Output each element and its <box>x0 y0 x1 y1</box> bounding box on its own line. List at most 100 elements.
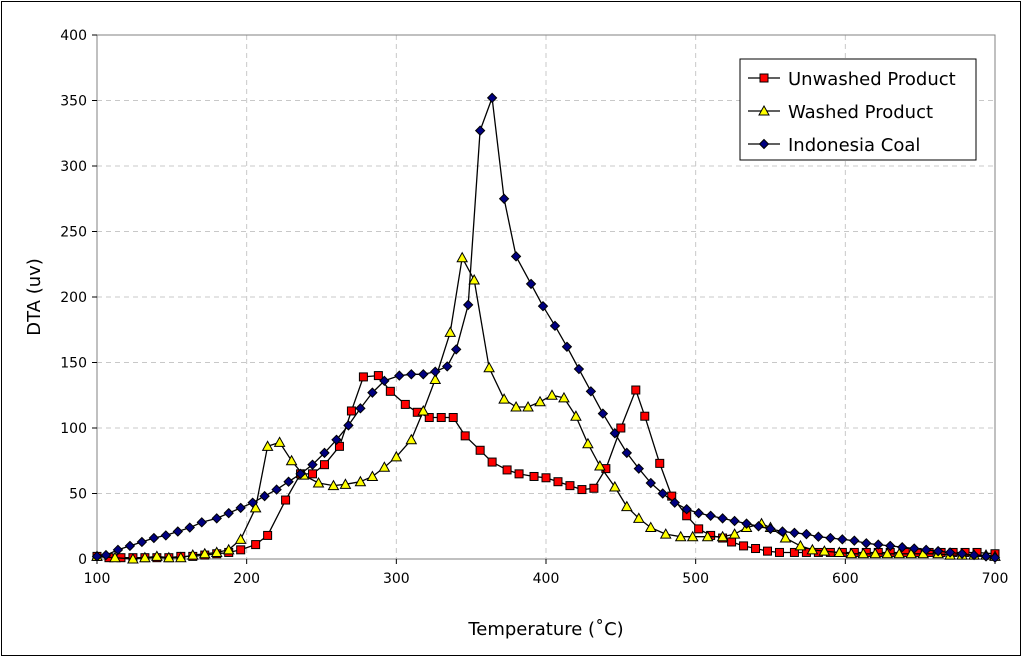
data-point-diamond <box>573 363 585 375</box>
data-point-diamond <box>112 544 124 556</box>
data-point-square <box>759 73 769 83</box>
data-point-diamond <box>837 534 848 545</box>
data-point-diamond <box>801 528 812 540</box>
data-point-diamond <box>343 420 354 431</box>
data-point-diamond <box>549 320 561 332</box>
data-point-square <box>281 495 291 505</box>
data-point-square <box>739 541 749 551</box>
data-point-diamond <box>585 386 597 397</box>
y-tick-label: 200 <box>60 290 87 306</box>
data-point-triangle <box>845 547 858 559</box>
data-point-square <box>694 524 704 534</box>
data-point-diamond <box>406 369 417 380</box>
data-point-diamond <box>319 447 330 459</box>
data-point-square <box>373 371 383 381</box>
data-point-triangle <box>174 551 187 563</box>
data-point-triangle <box>390 450 403 462</box>
series-indonesia-coal <box>91 92 1001 563</box>
data-point-triangle <box>249 501 262 513</box>
data-point-diamond <box>100 549 112 561</box>
legend-item: Indonesia Coal <box>748 135 920 156</box>
data-point-triangle <box>869 547 882 559</box>
x-tick-label: 600 <box>832 571 859 587</box>
data-point-diamond <box>932 545 944 557</box>
data-point-triangle <box>210 546 223 557</box>
data-point-triangle <box>261 440 274 451</box>
data-point-diamond <box>184 522 196 533</box>
data-point-diamond <box>537 300 549 312</box>
data-point-diamond <box>160 530 172 541</box>
data-point-diamond <box>597 408 609 419</box>
series-group <box>91 92 1001 564</box>
data-point-diamond <box>259 490 270 502</box>
data-point-square <box>541 473 551 483</box>
data-point-triangle <box>905 547 918 559</box>
data-point-diamond <box>669 497 680 508</box>
legend-label: Unwashed Product <box>788 69 956 90</box>
data-point-diamond <box>645 477 656 489</box>
data-point-square <box>565 481 575 491</box>
data-point-diamond <box>307 459 318 470</box>
data-point-diamond <box>681 504 692 515</box>
data-point-diamond <box>777 526 788 537</box>
data-point-diamond <box>418 369 429 380</box>
data-point-diamond <box>956 548 968 559</box>
data-point-triangle <box>794 539 807 551</box>
data-point-triangle <box>534 395 546 407</box>
data-point-triangle <box>806 543 819 555</box>
data-point-triangle <box>857 547 870 559</box>
data-point-square <box>385 386 395 396</box>
data-point-triangle <box>327 479 340 491</box>
data-point-square <box>616 423 626 433</box>
data-point-square <box>251 540 261 550</box>
y-tick-label: 150 <box>60 356 87 372</box>
data-point-triangle <box>483 361 495 373</box>
y-tick-label: 0 <box>78 552 87 568</box>
data-point-diamond <box>525 278 537 290</box>
data-point-triangle <box>779 532 792 543</box>
data-point-diamond <box>355 403 366 414</box>
data-point-diamond <box>849 535 860 546</box>
data-point-diamond <box>211 513 222 524</box>
data-point-triangle <box>151 550 163 561</box>
data-point-diamond <box>989 552 1001 563</box>
data-point-triangle <box>109 551 121 563</box>
data-point-diamond <box>462 299 474 311</box>
data-point-triangle <box>881 547 894 559</box>
y-axis-title: DTA (uv) <box>24 258 45 336</box>
data-point-triangle <box>273 436 286 447</box>
data-point-diamond <box>968 549 980 561</box>
data-point-triangle <box>234 533 247 544</box>
data-point-square <box>655 458 665 468</box>
data-point-diamond <box>609 428 621 439</box>
data-point-diamond <box>753 521 764 532</box>
data-point-square <box>346 406 356 416</box>
data-point-triangle <box>674 530 687 542</box>
data-point-square <box>763 546 773 556</box>
data-point-triangle <box>818 545 831 556</box>
data-point-triangle <box>498 393 510 404</box>
data-point-diamond <box>873 539 884 550</box>
data-point-triangle <box>716 530 729 542</box>
data-point-triangle <box>378 461 391 472</box>
data-point-triangle <box>546 389 558 400</box>
data-point-diamond <box>247 497 258 508</box>
data-point-square <box>319 460 329 470</box>
data-point-triangle <box>620 500 633 512</box>
x-tick-label: 700 <box>982 571 1009 587</box>
data-point-square <box>460 431 470 441</box>
data-point-diamond <box>196 517 207 528</box>
data-point-diamond <box>633 463 645 474</box>
data-point-square <box>774 547 784 557</box>
data-point-diamond <box>621 447 633 459</box>
data-point-square <box>502 465 512 475</box>
data-point-square <box>789 547 799 557</box>
data-point-triangle <box>728 528 741 539</box>
data-point-diamond <box>498 193 510 204</box>
data-point-triangle <box>285 454 298 466</box>
legend-box <box>739 58 977 161</box>
data-point-diamond <box>813 531 824 542</box>
data-point-triangle <box>608 480 621 492</box>
data-point-diamond <box>657 488 668 499</box>
data-point-square <box>436 413 446 423</box>
